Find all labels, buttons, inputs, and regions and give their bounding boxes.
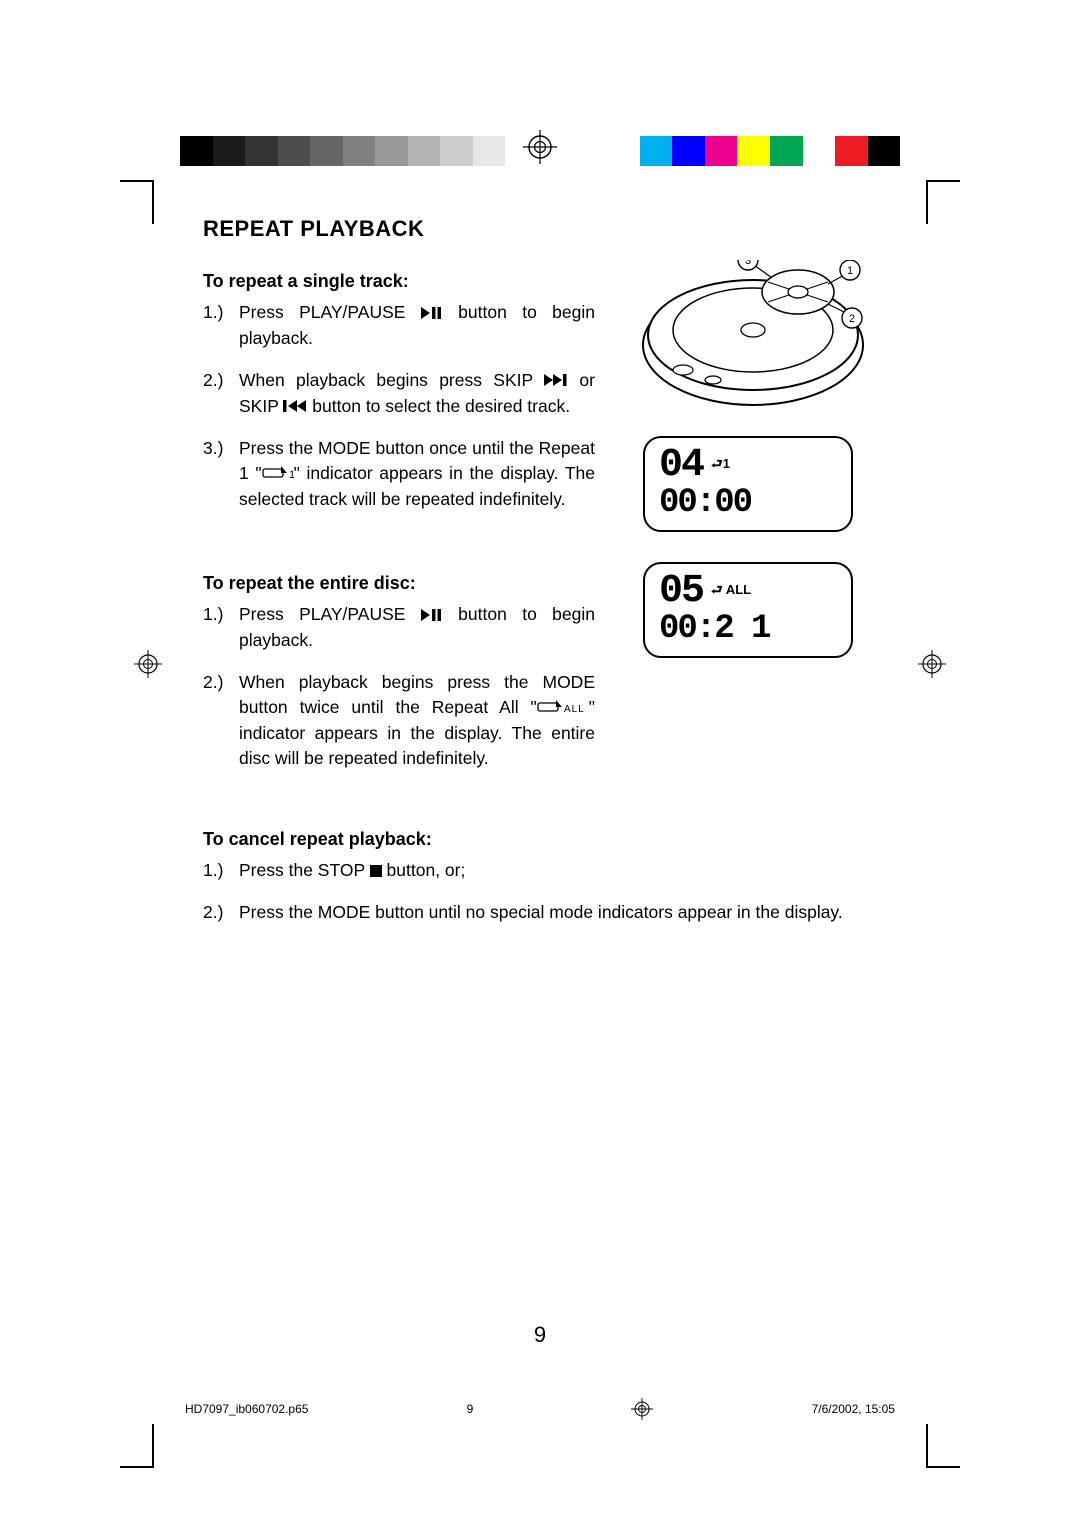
section-text: To cancel repeat playback: 1.) Press the S…: [203, 818, 877, 942]
instruction-step: 2.) Press the MODE button until no specia…: [203, 900, 877, 925]
instruction-step: 1.) Press the STOP button, or;: [203, 858, 877, 884]
color-swatch: [245, 136, 278, 166]
repeat-one-icon: 1: [262, 462, 294, 487]
content-area: REPEAT PLAYBACK To repeat a single track…: [185, 210, 895, 1408]
lcd-track: 04: [659, 446, 703, 486]
step-number: 2.): [203, 670, 229, 772]
svg-text:ALL: ALL: [564, 704, 585, 714]
lcd-display: 05 ⮐ ALL 00:2 1: [643, 562, 853, 658]
footer-filename: HD7097_ib060702.p65: [185, 1402, 308, 1416]
section-illustrations: 3 1 2 04 ⮐1 00:00: [619, 260, 877, 532]
step-text: Press PLAY/PAUSE button to begin playbac…: [239, 602, 595, 653]
play-pause-icon: [421, 603, 443, 628]
color-swatch: [640, 136, 673, 166]
lcd-time: 00:2 1: [659, 612, 769, 646]
crop-mark: [926, 180, 928, 224]
lcd-mode-indicator: ⮐1: [711, 455, 730, 477]
lcd-mode-indicator: ⮐ ALL: [711, 581, 751, 603]
step-number: 1.): [203, 300, 229, 351]
color-swatch: [343, 136, 376, 166]
section-title: To repeat the entire disc:: [203, 570, 595, 596]
registration-mark-icon: [918, 650, 946, 678]
play-pause-icon: [421, 301, 443, 326]
section: To repeat the entire disc: 1.) Press PLAY/…: [203, 562, 877, 788]
print-page: REPEAT PLAYBACK To repeat a single track…: [0, 0, 1080, 1528]
section: To repeat a single track: 1.) Press PLAY/P…: [203, 260, 877, 532]
lcd-display: 04 ⮐1 00:00: [643, 436, 853, 532]
color-swatch: [278, 136, 311, 166]
section: To cancel repeat playback: 1.) Press the S…: [203, 818, 877, 942]
color-swatch: [868, 136, 901, 166]
step-number: 3.): [203, 436, 229, 513]
step-text: Press the MODE button until no special m…: [239, 900, 877, 925]
registration-mark-icon: [134, 650, 162, 678]
color-swatch: [705, 136, 738, 166]
crop-mark: [152, 1424, 154, 1468]
instruction-step: 3.) Press the MODE button once until the …: [203, 436, 595, 513]
color-swatch: [473, 136, 506, 166]
svg-text:2: 2: [849, 313, 855, 325]
page-heading: REPEAT PLAYBACK: [203, 216, 877, 242]
crop-mark: [926, 1466, 960, 1468]
section-text: To repeat the entire disc: 1.) Press PLAY/…: [203, 562, 595, 788]
cd-player-illustration: 3 1 2: [623, 260, 873, 416]
registration-mark-icon: [523, 130, 557, 164]
step-number: 1.): [203, 602, 229, 653]
svg-text:1: 1: [847, 265, 853, 277]
instruction-step: 2.) When playback begins press the MODE b…: [203, 670, 595, 772]
step-text: When playback begins press SKIP or SKIP …: [239, 368, 595, 420]
step-text: When playback begins press the MODE butt…: [239, 670, 595, 772]
color-swatch: [213, 136, 246, 166]
section-illustrations: 05 ⮐ ALL 00:2 1: [619, 562, 877, 788]
svg-text:3: 3: [745, 260, 751, 267]
skip-fwd-icon: [544, 368, 568, 393]
footer: HD7097_ib060702.p65 9 7/6/2002, 15:05: [185, 1398, 895, 1420]
step-number: 1.): [203, 858, 229, 884]
section-title: To cancel repeat playback:: [203, 826, 877, 852]
lcd-track: 05: [659, 572, 703, 612]
color-swatch: [672, 136, 705, 166]
crop-mark: [120, 1466, 154, 1468]
skip-back-icon: [283, 394, 307, 419]
section-text: To repeat a single track: 1.) Press PLAY/P…: [203, 260, 595, 532]
color-swatch: [180, 136, 213, 166]
instruction-step: 1.) Press PLAY/PAUSE button to begin play…: [203, 300, 595, 351]
color-swatch: [770, 136, 803, 166]
crop-mark: [926, 180, 960, 182]
svg-text:1: 1: [289, 469, 294, 480]
crop-mark: [926, 1424, 928, 1468]
step-text: Press PLAY/PAUSE button to begin playbac…: [239, 300, 595, 351]
crop-mark: [152, 180, 154, 224]
section-title: To repeat a single track:: [203, 268, 595, 294]
color-swatch: [803, 136, 836, 166]
color-swatch: [310, 136, 343, 166]
color-swatch: [440, 136, 473, 166]
footer-timestamp: 7/6/2002, 15:05: [812, 1402, 895, 1416]
color-swatch: [375, 136, 408, 166]
lcd-time: 00:00: [659, 486, 751, 520]
step-number: 2.): [203, 368, 229, 420]
crop-mark: [120, 180, 154, 182]
color-swatch: [408, 136, 441, 166]
step-number: 2.): [203, 900, 229, 925]
stop-icon: [370, 859, 382, 884]
step-text: Press the MODE button once until the Rep…: [239, 436, 595, 513]
footer-sheet: 9: [467, 1402, 474, 1416]
instruction-step: 2.) When playback begins press SKIP or SK…: [203, 368, 595, 420]
instruction-step: 1.) Press PLAY/PAUSE button to begin play…: [203, 602, 595, 653]
color-swatch: [835, 136, 868, 166]
repeat-all-icon: ALL: [537, 696, 589, 721]
page-number: 9: [534, 1322, 546, 1348]
step-text: Press the STOP button, or;: [239, 858, 877, 884]
color-swatch: [737, 136, 770, 166]
registration-mark-icon: [631, 1398, 653, 1420]
